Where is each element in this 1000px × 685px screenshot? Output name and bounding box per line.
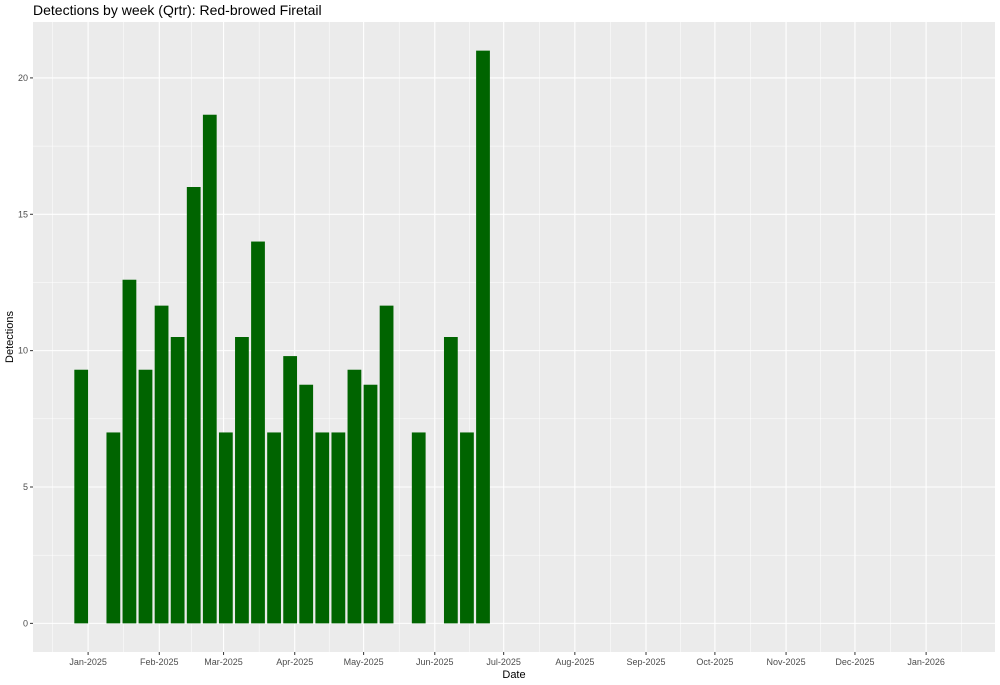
bar (154, 305, 169, 624)
bar (283, 356, 298, 624)
bar (106, 432, 121, 624)
bar (476, 50, 490, 624)
x-tick-label: Feb-2025 (140, 657, 179, 667)
bar (460, 432, 474, 624)
bars (74, 50, 490, 624)
x-tick-label: Jul-2025 (486, 657, 521, 667)
bar (411, 432, 426, 624)
y-axis: 0 5 10 15 20 (18, 73, 33, 628)
bar (218, 432, 233, 624)
x-tick-label: Dec-2025 (835, 657, 874, 667)
bar (363, 384, 378, 624)
chart-title: Detections by week (Qrtr): Red-browed Fi… (33, 2, 322, 18)
bar (170, 337, 185, 624)
bar (138, 369, 153, 624)
x-tick-label: Oct-2025 (696, 657, 733, 667)
bar (122, 279, 137, 624)
bar (299, 384, 314, 624)
x-tick-label: Apr-2025 (276, 657, 313, 667)
bar (267, 432, 281, 624)
y-tick-label: 5 (23, 482, 28, 492)
bar (251, 241, 265, 624)
bar (347, 369, 362, 624)
bar (202, 114, 217, 624)
bar (443, 337, 458, 624)
bar (186, 187, 201, 624)
x-axis-title: Date (502, 669, 525, 681)
x-tick-label: Jun-2025 (416, 657, 454, 667)
bar (315, 432, 330, 624)
y-tick-label: 15 (18, 209, 28, 219)
bar (235, 337, 249, 624)
y-tick-label: 20 (18, 73, 28, 83)
x-tick-label: Sep-2025 (626, 657, 665, 667)
x-tick-label: May-2025 (344, 657, 384, 667)
x-tick-label: Aug-2025 (555, 657, 594, 667)
x-tick-label: Jan-2026 (907, 657, 945, 667)
x-tick-label: Mar-2025 (204, 657, 243, 667)
x-tick-label: Jan-2025 (69, 657, 107, 667)
bar (379, 305, 394, 624)
bar (74, 369, 89, 624)
y-axis-title: Detections (4, 311, 16, 363)
bar (331, 432, 346, 624)
y-tick-label: 0 (23, 618, 28, 628)
x-tick-label: Nov-2025 (767, 657, 806, 667)
x-axis: Jan-2025 Feb-2025 Mar-2025 Apr-2025 May-2025… (69, 652, 945, 667)
y-tick-label: 10 (18, 346, 28, 356)
